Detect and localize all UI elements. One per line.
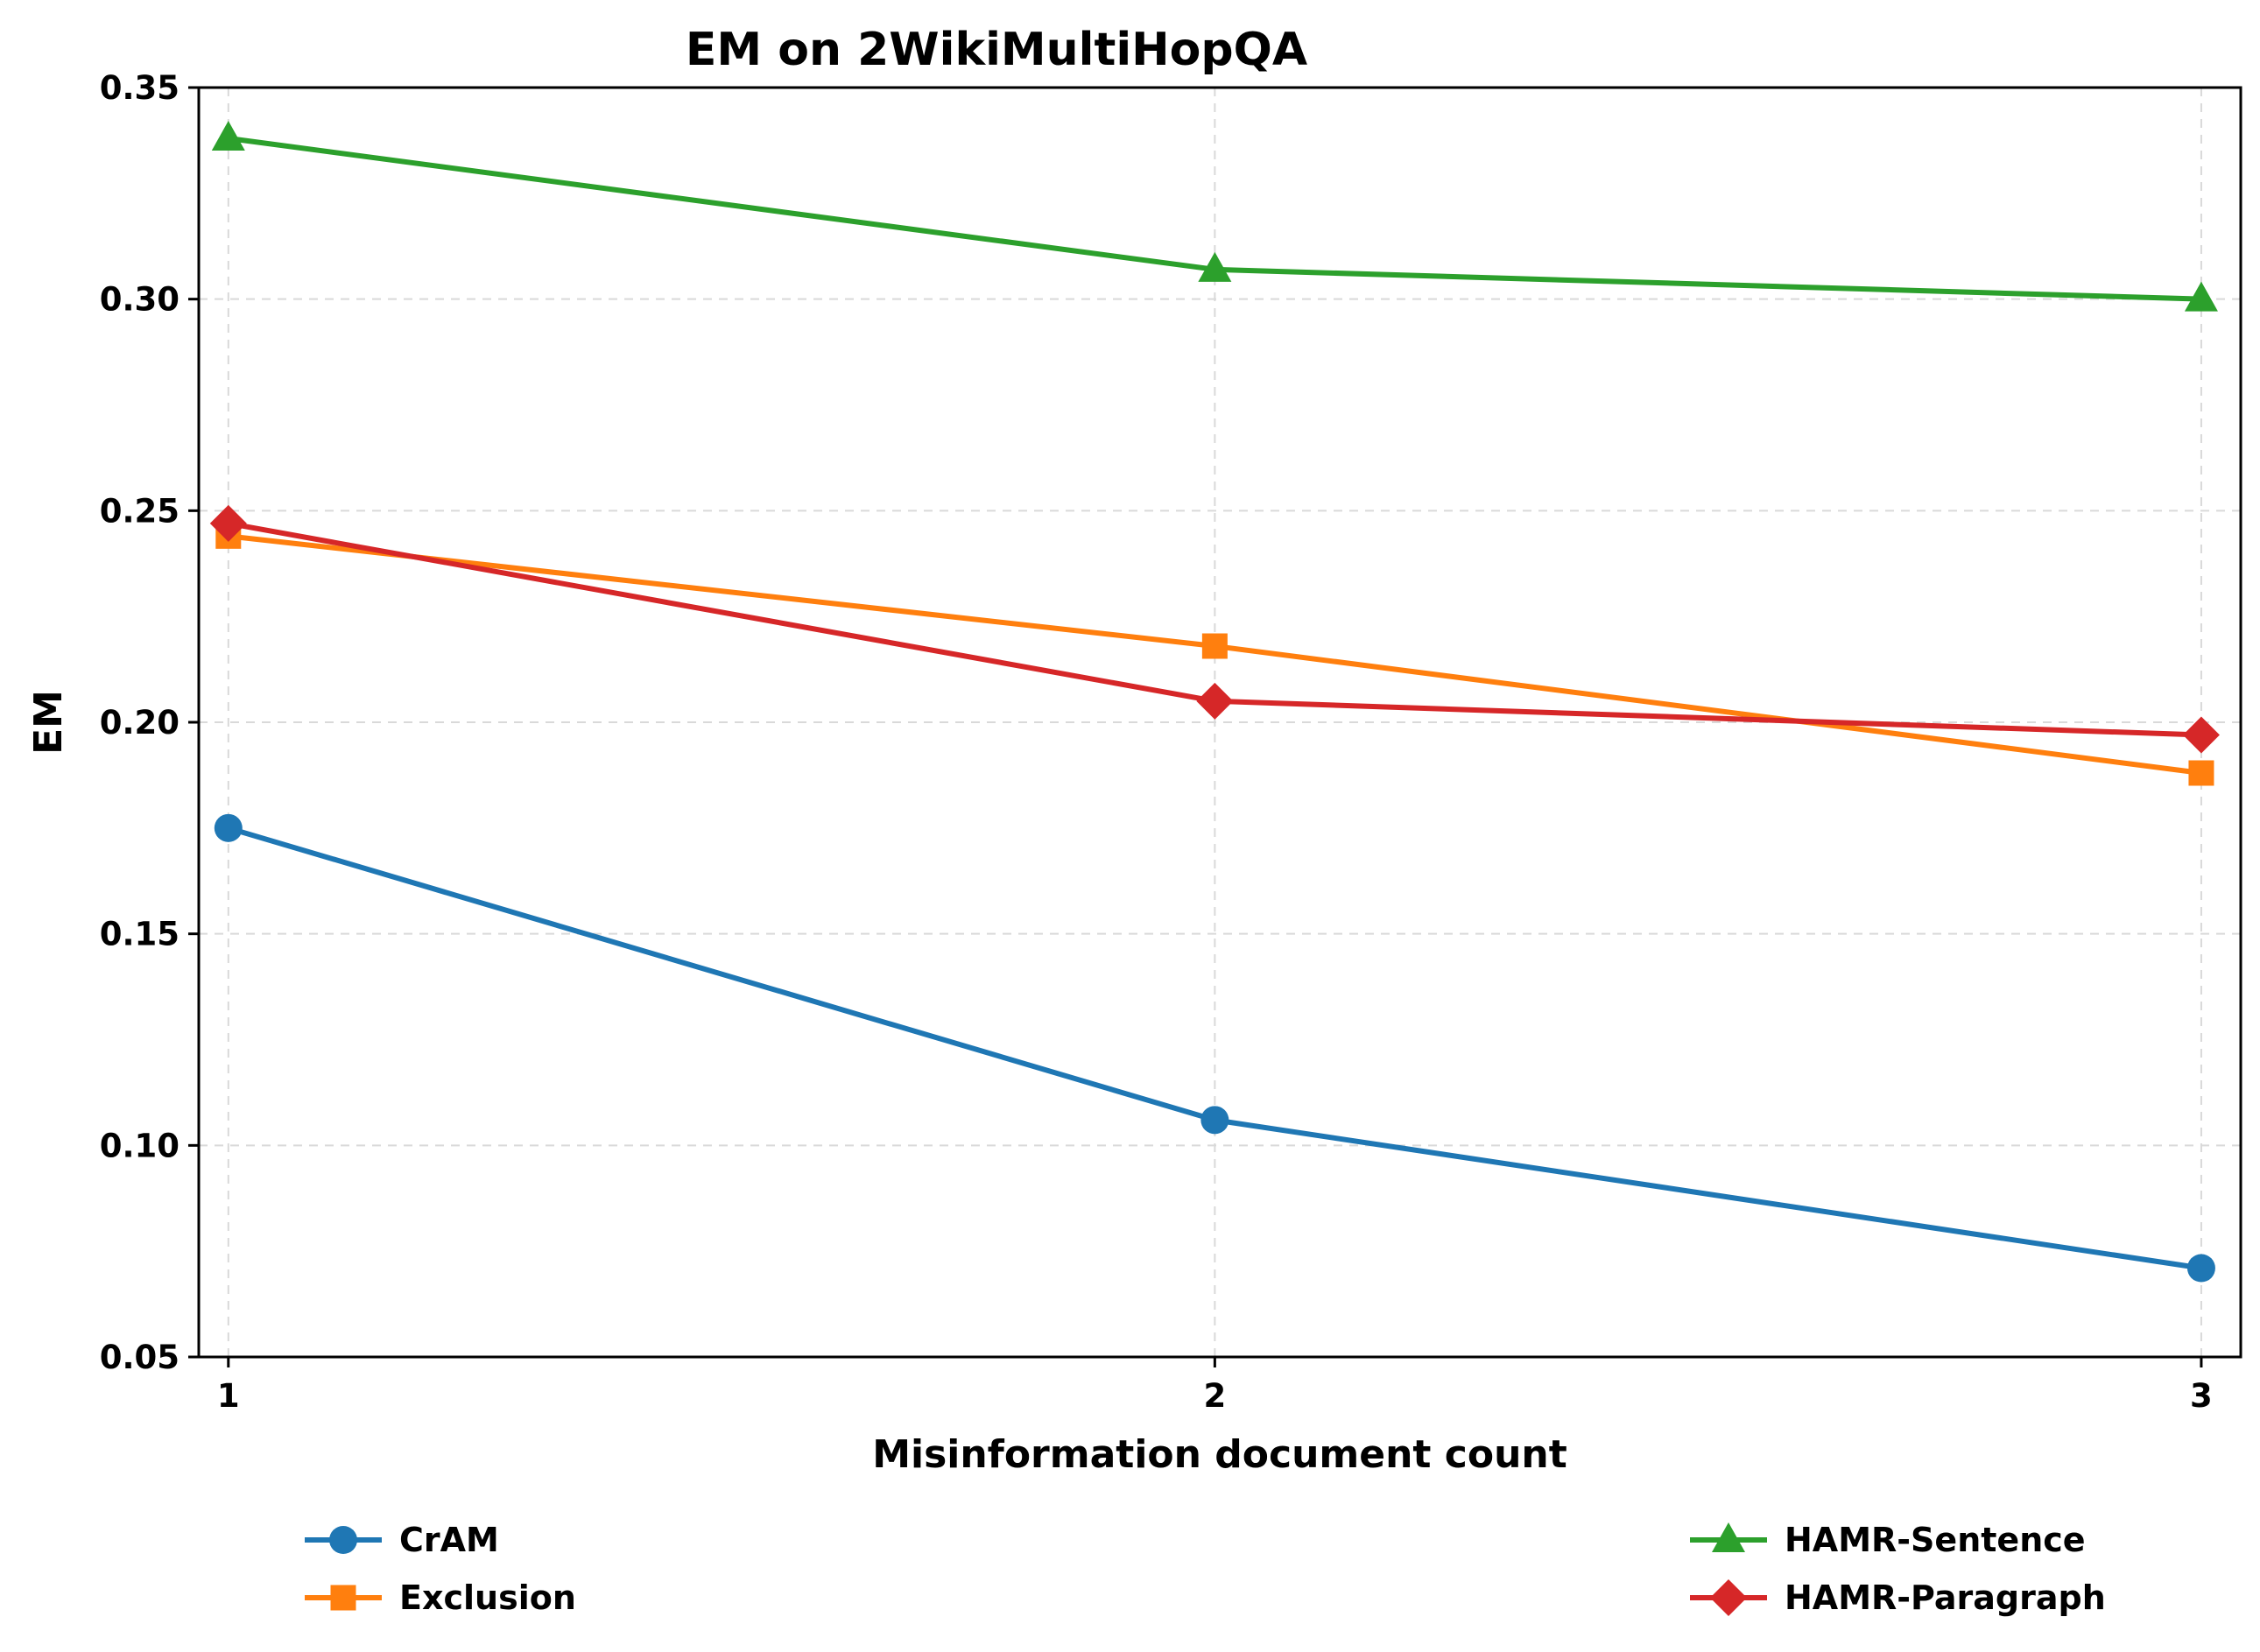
x-tick-label: 3 [2190,1377,2213,1415]
y-tick-label: 0.10 [100,1127,180,1164]
data-point-hamr-paragraph [1196,682,1234,720]
series-cram [214,813,2215,1283]
legend-item-exclusion: Exclusion [305,1578,576,1617]
data-point-exclusion [2188,760,2214,786]
data-point-exclusion [1201,633,1228,659]
data-point-cram [1200,1106,1229,1135]
data-point-hamr-sentence [1198,251,1232,282]
y-tick-label: 0.15 [100,916,180,953]
series-layer [209,121,2220,1283]
data-point-hamr-sentence [211,121,245,151]
x-tick-label: 1 [217,1377,240,1415]
y-axis-label: EM [26,690,71,755]
legend-marker-exclusion [330,1585,356,1611]
legend: CrAM Exclusion HAMR-Sentence HAMR-Paragraph [305,1521,2106,1617]
legend-item-hamr-sentence: HAMR-Sentence [1690,1521,2086,1559]
plot-frame [197,86,2242,1359]
y-tick-label: 0.30 [100,281,180,319]
data-point-hamr-paragraph [209,504,247,542]
x-axis-label: Misinformation document count [872,1432,1567,1477]
x-tick-label: 2 [1203,1377,1226,1415]
legend-marker-hamr-sentence [1712,1522,1745,1552]
legend-marker-cram [329,1526,357,1554]
axis-ticks: 0.05 0.10 0.15 0.20 0.25 0.30 0.35 1 2 3 [100,69,2213,1415]
data-point-hamr-paragraph [2182,716,2220,754]
y-tick-label: 0.05 [100,1339,180,1376]
data-point-cram [2186,1254,2215,1283]
series-hamr-sentence [211,121,2218,312]
y-tick-label: 0.25 [100,492,180,530]
data-point-cram [214,813,243,842]
data-point-hamr-sentence [2184,281,2218,312]
legend-label-hamr-sentence: HAMR-Sentence [1785,1521,2086,1559]
y-tick-label: 0.20 [100,704,180,742]
series-hamr-paragraph [209,504,2220,754]
legend-item-hamr-paragraph: HAMR-Paragraph [1690,1578,2106,1617]
legend-item-cram: CrAM [305,1521,499,1559]
y-tick-label: 0.35 [100,69,180,107]
chart-title: EM on 2WikiMultiHopQA [686,24,1307,76]
legend-marker-hamr-paragraph [1710,1579,1747,1616]
legend-label-exclusion: Exclusion [399,1578,576,1617]
legend-label-cram: CrAM [399,1521,499,1559]
legend-label-hamr-paragraph: HAMR-Paragraph [1785,1578,2106,1617]
